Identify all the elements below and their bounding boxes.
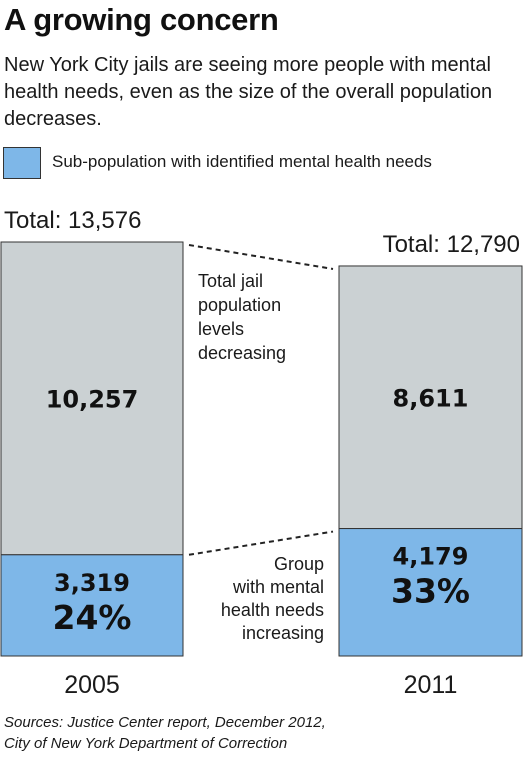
pct-label-2011: 33% bbox=[391, 572, 470, 611]
annotation-bottom-line: with mental bbox=[232, 577, 324, 597]
source-line-2: City of New York Department of Correctio… bbox=[4, 733, 326, 754]
value-label-mental-2011: 4,179 bbox=[393, 543, 469, 571]
total-label-2005: Total: 13,576 bbox=[4, 207, 141, 234]
annotation-top-line: population bbox=[198, 295, 281, 315]
pct-label-2005: 24% bbox=[53, 598, 132, 637]
annotation-bottom-line: Group bbox=[274, 554, 324, 574]
connector-mental bbox=[189, 532, 333, 555]
connector-total bbox=[189, 245, 333, 269]
year-label-2005: 2005 bbox=[64, 671, 120, 699]
value-label-other-2005: 10,257 bbox=[46, 385, 139, 413]
source-note: Sources: Justice Center report, December… bbox=[4, 712, 326, 754]
source-line-1: Sources: Justice Center report, December… bbox=[4, 712, 326, 733]
year-label-2011: 2011 bbox=[404, 671, 458, 699]
annotation-bottom-line: increasing bbox=[242, 623, 324, 643]
annotation-top-line: decreasing bbox=[198, 343, 286, 363]
annotation-bottom-line: health needs bbox=[221, 600, 324, 620]
annotation-top-line: Total jail bbox=[198, 271, 263, 291]
total-label-2011: Total: 12,790 bbox=[383, 231, 520, 258]
value-label-mental-2005: 3,319 bbox=[54, 569, 130, 597]
annotation-top-line: levels bbox=[198, 319, 244, 339]
value-label-other-2011: 8,611 bbox=[393, 384, 469, 412]
